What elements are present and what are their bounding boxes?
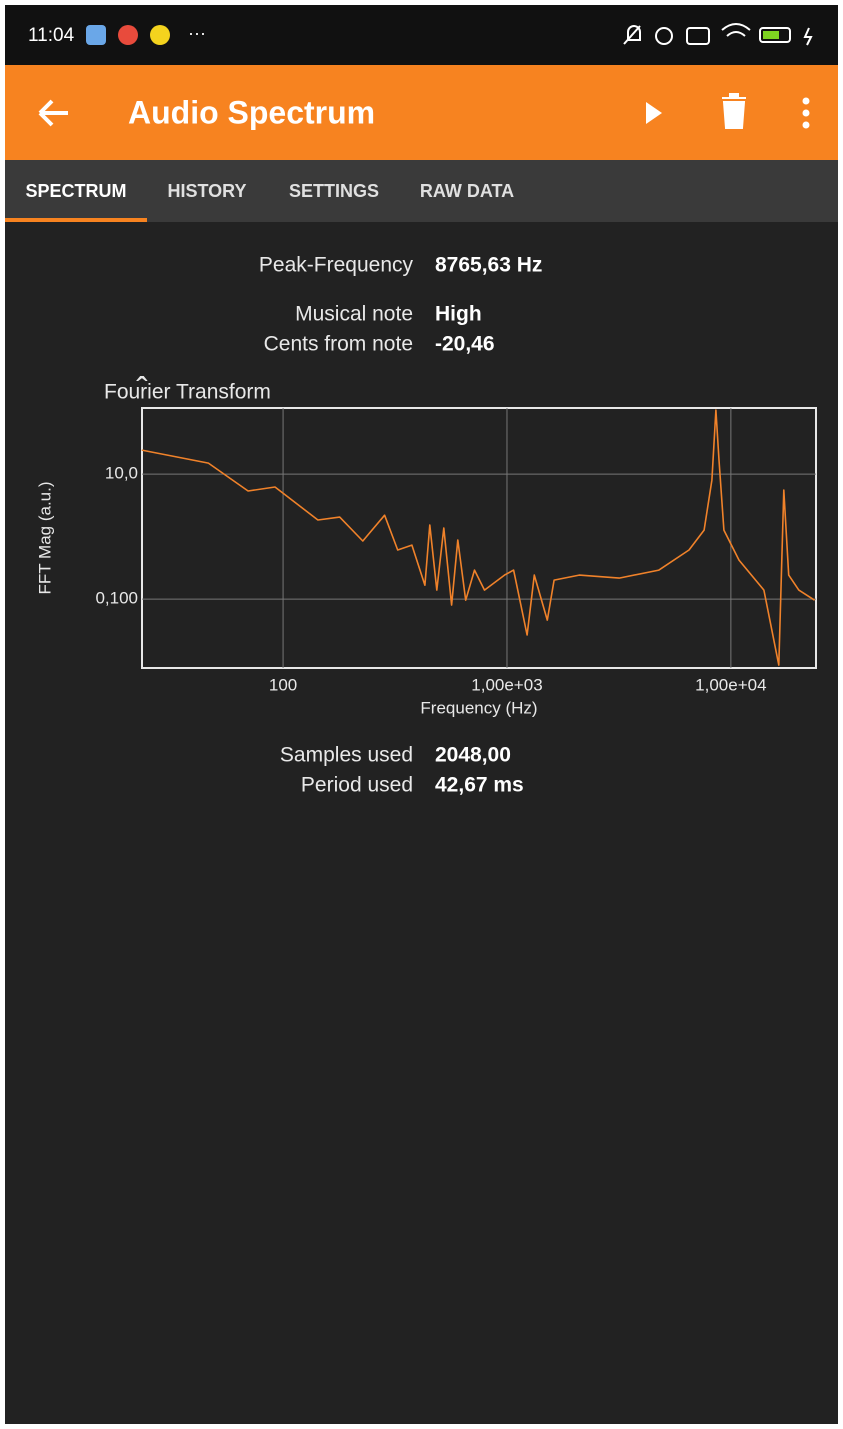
info-value: High xyxy=(435,303,482,326)
tab[interactable]: RAW DATA xyxy=(420,181,514,201)
info-label: Period used xyxy=(301,774,413,797)
info-label: Peak-Frequency xyxy=(259,254,414,277)
play-button[interactable] xyxy=(646,102,662,124)
app-icon xyxy=(86,25,106,45)
status-time: 11:04 xyxy=(28,25,75,46)
info-label: Musical note xyxy=(295,303,413,326)
status-more: ··· xyxy=(188,23,206,43)
status-icons xyxy=(623,23,813,46)
info-label: Samples used xyxy=(280,744,413,767)
app-icon xyxy=(150,25,170,45)
status-bar xyxy=(5,5,838,65)
y-tick-label: 0,100 xyxy=(95,589,138,608)
tab[interactable]: HISTORY xyxy=(167,181,246,201)
collapse-button[interactable]: ˆ xyxy=(136,371,147,409)
tab[interactable]: SPECTRUM xyxy=(25,181,126,201)
info-value: 2048,00 xyxy=(435,744,511,767)
tab-indicator xyxy=(5,218,147,222)
x-tick-label: 100 xyxy=(269,675,297,694)
info-value: 8765,63 Hz xyxy=(435,254,542,277)
back-button[interactable] xyxy=(38,99,68,127)
x-tick-label: 1,00e+04 xyxy=(695,675,766,694)
tab[interactable]: SETTINGS xyxy=(289,181,379,201)
x-axis-label: Frequency (Hz) xyxy=(420,698,537,717)
x-tick-label: 1,00e+03 xyxy=(471,675,542,694)
info-value: 42,67 ms xyxy=(435,774,524,797)
tab-bar xyxy=(5,160,838,222)
chart-title: Fourier Transform xyxy=(104,381,271,404)
background xyxy=(5,5,838,1424)
plot-frame xyxy=(141,407,817,669)
info-value: -20,46 xyxy=(435,333,495,356)
spectrum-line xyxy=(141,409,816,666)
battery-level xyxy=(763,31,779,39)
info-label: Cents from note xyxy=(264,333,413,356)
delete-button[interactable] xyxy=(722,93,746,129)
menu-button[interactable] xyxy=(802,97,810,129)
y-tick-label: 10,0 xyxy=(105,464,138,483)
app-title: Audio Spectrum xyxy=(128,94,375,130)
app-bar xyxy=(5,65,838,160)
app-icon xyxy=(118,25,138,45)
y-axis-label: FFT Mag (a.u.) xyxy=(35,481,54,594)
